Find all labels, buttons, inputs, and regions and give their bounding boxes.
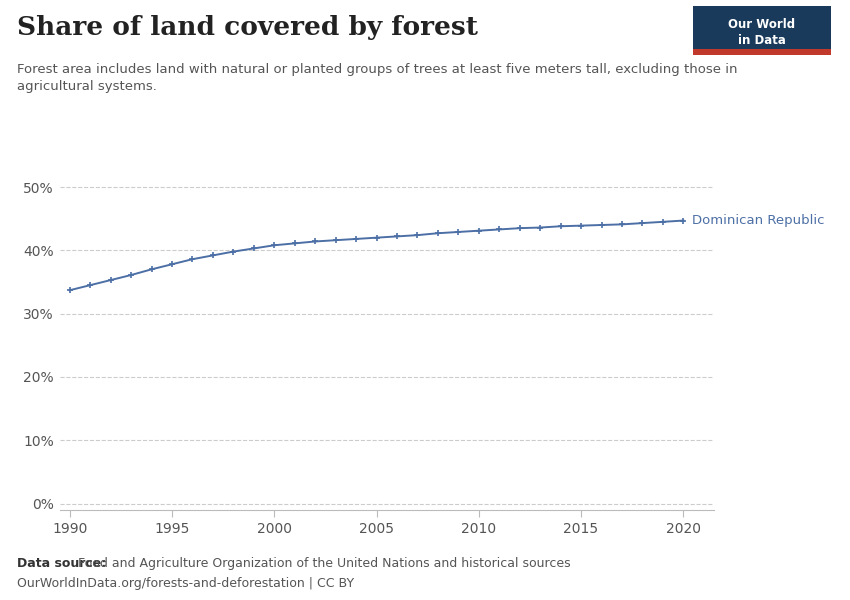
Text: Forest area includes land with natural or planted groups of trees at least five : Forest area includes land with natural o… — [17, 63, 738, 93]
Text: Food and Agriculture Organization of the United Nations and historical sources: Food and Agriculture Organization of the… — [74, 557, 570, 570]
Text: Dominican Republic: Dominican Republic — [692, 214, 824, 227]
Text: Data source:: Data source: — [17, 557, 106, 570]
Text: Our World
in Data: Our World in Data — [728, 18, 796, 47]
Text: Share of land covered by forest: Share of land covered by forest — [17, 15, 478, 40]
Text: OurWorldInData.org/forests-and-deforestation | CC BY: OurWorldInData.org/forests-and-deforesta… — [17, 577, 354, 590]
